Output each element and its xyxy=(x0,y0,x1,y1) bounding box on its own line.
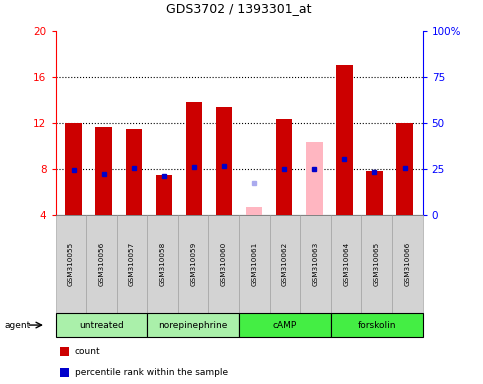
Text: GSM310060: GSM310060 xyxy=(221,242,227,286)
Text: norepinephrine: norepinephrine xyxy=(158,321,228,329)
Bar xyxy=(96,127,112,215)
Bar xyxy=(366,171,383,215)
Text: untreated: untreated xyxy=(79,321,124,329)
Text: GSM310056: GSM310056 xyxy=(99,242,104,286)
Text: GSM310063: GSM310063 xyxy=(313,242,319,286)
Text: GSM310055: GSM310055 xyxy=(68,242,74,286)
Text: GSM310062: GSM310062 xyxy=(282,242,288,286)
Text: cAMP: cAMP xyxy=(273,321,297,329)
Bar xyxy=(276,119,293,215)
Bar xyxy=(216,107,232,215)
Bar xyxy=(65,123,82,215)
Text: percentile rank within the sample: percentile rank within the sample xyxy=(74,368,228,377)
Text: GDS3702 / 1393301_at: GDS3702 / 1393301_at xyxy=(166,2,312,15)
Bar xyxy=(396,123,413,215)
Text: GSM310059: GSM310059 xyxy=(190,242,196,286)
Text: GSM310061: GSM310061 xyxy=(251,242,257,286)
Bar xyxy=(126,129,142,215)
Text: agent: agent xyxy=(5,321,31,329)
Text: GSM310058: GSM310058 xyxy=(159,242,166,286)
Bar xyxy=(246,207,262,215)
Text: GSM310064: GSM310064 xyxy=(343,242,349,286)
Bar xyxy=(185,102,202,215)
Text: GSM310065: GSM310065 xyxy=(374,242,380,286)
Text: count: count xyxy=(74,347,100,356)
Bar xyxy=(156,175,172,215)
Bar xyxy=(306,142,323,215)
Bar xyxy=(336,65,353,215)
Text: forskolin: forskolin xyxy=(357,321,396,329)
Text: GSM310066: GSM310066 xyxy=(404,242,411,286)
Text: GSM310057: GSM310057 xyxy=(129,242,135,286)
